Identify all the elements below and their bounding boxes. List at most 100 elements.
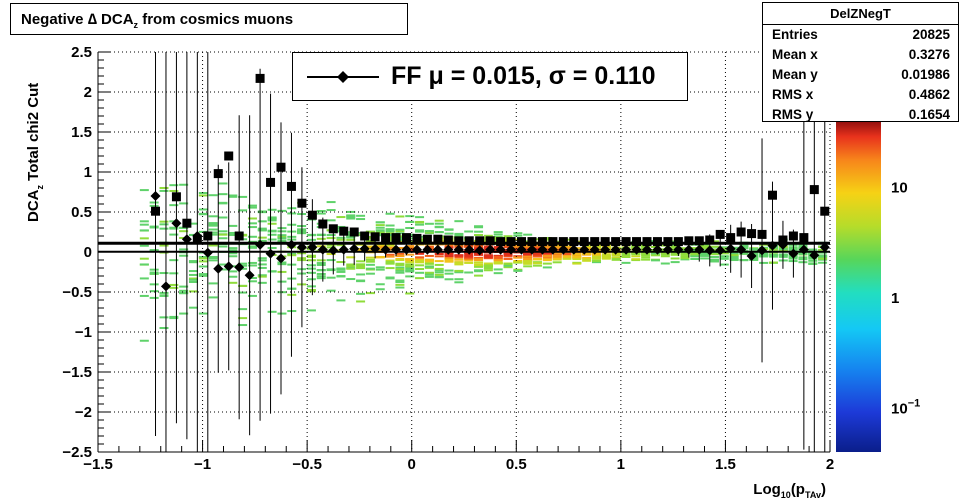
color-scale-label: 10 bbox=[891, 179, 908, 196]
mean-point bbox=[432, 244, 443, 255]
rms-point bbox=[349, 227, 359, 237]
stats-box: DelZNegT Entries 20825 Mean x 0.3276 Mean … bbox=[762, 2, 959, 122]
legend-box: FF μ = 0.015, σ = 0.110 bbox=[292, 52, 688, 101]
mean-point bbox=[359, 243, 370, 254]
x-tick-label: 1 bbox=[617, 456, 625, 473]
mean-point bbox=[652, 244, 663, 255]
rms-point bbox=[318, 219, 328, 229]
x-tick-label: 0 bbox=[408, 456, 416, 473]
stats-row: Mean x 0.3276 bbox=[772, 47, 950, 62]
mean-point bbox=[621, 244, 632, 255]
rms-point bbox=[255, 73, 265, 83]
mean-point bbox=[506, 244, 517, 255]
rms-point bbox=[600, 237, 610, 247]
rms-point bbox=[339, 226, 349, 236]
rms-point bbox=[182, 218, 192, 228]
y-tick-label: −0.5 bbox=[62, 284, 92, 301]
stats-row: RMS y 0.1654 bbox=[772, 107, 950, 122]
rms-point bbox=[328, 224, 338, 234]
mean-point bbox=[547, 244, 558, 255]
mean-point bbox=[464, 244, 475, 255]
rms-point bbox=[266, 177, 276, 187]
y-tick-label: 1 bbox=[84, 164, 92, 181]
mean-point bbox=[694, 244, 705, 255]
mean-point bbox=[234, 262, 245, 273]
mean-point bbox=[725, 243, 736, 254]
rms-point bbox=[203, 231, 213, 241]
rms-point bbox=[506, 237, 516, 247]
mean-point bbox=[526, 244, 537, 255]
rms-point bbox=[464, 236, 474, 246]
y-tick-label: −2.5 bbox=[62, 444, 92, 461]
color-scale: 10 1 10−1 bbox=[836, 120, 920, 452]
mean-point bbox=[798, 244, 809, 255]
rms-point bbox=[454, 236, 464, 246]
mean-point bbox=[788, 248, 799, 259]
mean-point bbox=[662, 244, 673, 255]
mean-point bbox=[380, 244, 391, 255]
mean-point bbox=[265, 248, 276, 259]
rms-point bbox=[579, 237, 589, 247]
mean-point bbox=[683, 244, 694, 255]
rms-point bbox=[171, 192, 181, 202]
y-tick-label: 2.5 bbox=[71, 44, 92, 61]
heatmap-cells bbox=[139, 182, 828, 342]
rms-point bbox=[767, 190, 777, 200]
mean-point bbox=[370, 243, 381, 254]
y-tick-label: −1.5 bbox=[62, 364, 92, 381]
rms-point bbox=[736, 227, 746, 237]
rms-point bbox=[537, 237, 547, 247]
color-scale-label: 1 bbox=[891, 290, 899, 307]
rms-point bbox=[213, 169, 223, 179]
rms-point bbox=[496, 237, 506, 247]
stats-row: Entries 20825 bbox=[772, 27, 950, 42]
rms-point bbox=[475, 236, 485, 246]
rms-point bbox=[799, 233, 809, 243]
rms-point bbox=[652, 237, 662, 247]
y-tick-label: 1.5 bbox=[71, 124, 92, 141]
rms-point bbox=[422, 234, 432, 244]
mean-point bbox=[171, 218, 182, 229]
mean-point bbox=[307, 242, 318, 253]
stats-title: DelZNegT bbox=[830, 6, 891, 21]
mean-point bbox=[819, 242, 830, 253]
mean-point bbox=[757, 245, 768, 256]
rms-point bbox=[360, 231, 370, 241]
rms-point bbox=[443, 235, 453, 245]
color-scale-bar bbox=[836, 120, 881, 452]
rms-point bbox=[788, 231, 798, 241]
x-tick-label: −1.5 bbox=[83, 456, 113, 473]
rms-point bbox=[757, 229, 767, 239]
stats-row: RMS x 0.4862 bbox=[772, 87, 950, 102]
rms-point bbox=[485, 236, 495, 246]
mean-point bbox=[610, 244, 621, 255]
y-tick-label: 0.5 bbox=[71, 204, 92, 221]
mean-point bbox=[631, 244, 642, 255]
mean-point bbox=[411, 244, 422, 255]
x-tick-label: 1.5 bbox=[715, 456, 736, 473]
rms-point bbox=[412, 233, 422, 243]
y-axis-title: DCAz Total chi2 Cut bbox=[25, 83, 45, 222]
rms-point bbox=[569, 237, 579, 247]
mean-point bbox=[317, 244, 328, 255]
mean-point bbox=[474, 245, 485, 256]
rms-point bbox=[307, 210, 317, 220]
x-tick-label: −1 bbox=[194, 456, 211, 473]
rms-point bbox=[517, 237, 527, 247]
mean-point bbox=[589, 244, 600, 255]
rms-point bbox=[673, 237, 683, 247]
rms-point bbox=[548, 237, 558, 247]
data-series bbox=[150, 52, 830, 452]
mean-point bbox=[349, 243, 360, 254]
mean-point bbox=[516, 244, 527, 255]
rms-point bbox=[370, 232, 380, 242]
mean-point bbox=[642, 244, 652, 255]
legend-marker-icon bbox=[307, 71, 379, 83]
rms-point bbox=[684, 236, 694, 246]
stats-row: Mean y 0.01986 bbox=[772, 67, 950, 82]
rms-point bbox=[433, 234, 443, 244]
rms-point bbox=[663, 237, 673, 247]
y-tick-label: 2 bbox=[84, 84, 92, 101]
rms-point bbox=[590, 237, 600, 247]
rms-point bbox=[694, 236, 704, 246]
